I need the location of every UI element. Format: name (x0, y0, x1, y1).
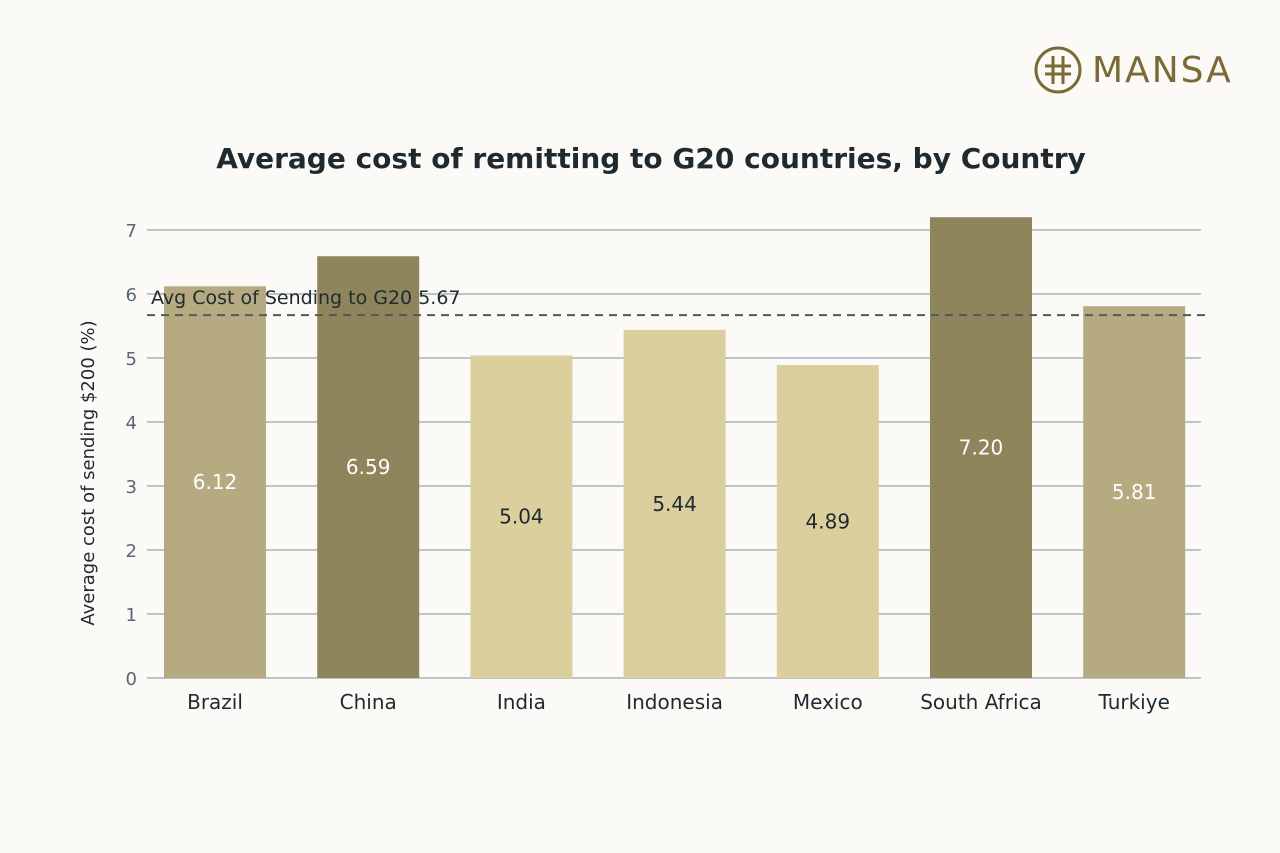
mansa-logo-icon (1034, 46, 1082, 94)
bar (623, 329, 726, 678)
axes: 0 1 2 3 4 5 6 7 Brazil China India Indonesia Mexico S… (126, 221, 1170, 714)
data-label: 5.44 (652, 492, 697, 516)
data-label: 7.20 (959, 436, 1004, 460)
data-label: 5.81 (1112, 480, 1157, 504)
x-tick-label: Indonesia (626, 690, 723, 714)
y-tick-label: 6 (126, 285, 137, 306)
bar (1083, 306, 1186, 678)
bars (164, 217, 1186, 678)
bar (317, 256, 420, 678)
reference-line-group: Avg Cost of Sending to G20 5.67 (147, 287, 1206, 317)
x-tick-label: China (340, 690, 397, 714)
chart-title: Average cost of remitting to G20 countri… (216, 142, 1086, 175)
x-tick-label: Brazil (187, 690, 243, 714)
y-tick-label: 2 (126, 541, 137, 562)
y-tick-label: 1 (126, 605, 137, 626)
data-label: 6.59 (346, 455, 391, 479)
y-axis-label: Average cost of sending $200 (%) (78, 320, 99, 625)
brand-logo: MANSA (1034, 46, 1233, 94)
bar (776, 365, 879, 678)
y-tick-label: 0 (126, 669, 137, 690)
bar (930, 217, 1032, 678)
data-label: 6.12 (193, 470, 238, 494)
y-tick-label: 5 (126, 349, 137, 370)
brand-name: MANSA (1092, 49, 1233, 91)
data-label: 4.89 (806, 510, 851, 534)
x-tick-label: Mexico (793, 690, 863, 714)
average-reference-label: Avg Cost of Sending to G20 5.67 (151, 287, 461, 309)
y-tick-label: 7 (126, 221, 137, 242)
y-tick-label: 4 (126, 413, 137, 434)
bar (164, 286, 266, 678)
x-tick-label: Turkiye (1098, 690, 1170, 714)
bar (470, 355, 573, 678)
x-tick-label: South Africa (920, 690, 1042, 714)
y-tick-label: 3 (126, 477, 137, 498)
data-labels: 6.12 6.59 5.04 5.44 4.89 7.20 5.81 (193, 436, 1157, 534)
data-label: 5.04 (499, 505, 544, 529)
x-tick-label: India (497, 690, 546, 714)
